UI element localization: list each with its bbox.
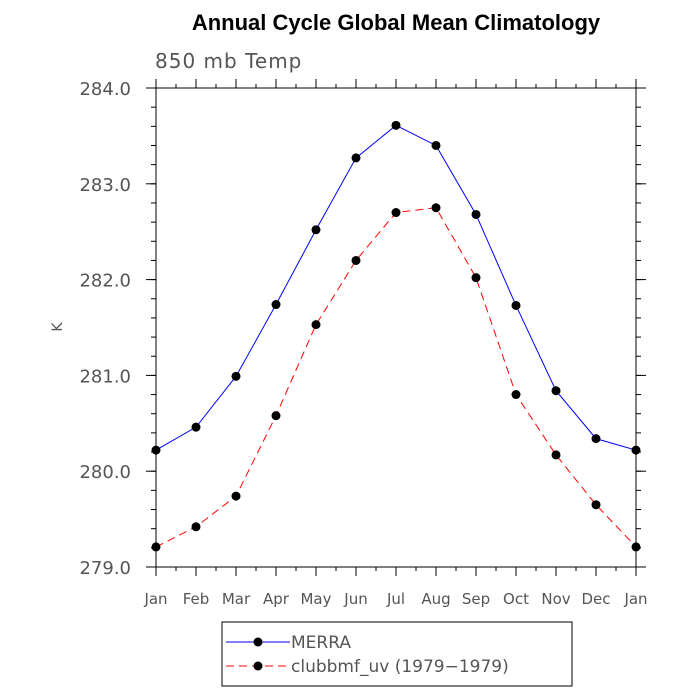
data-point xyxy=(551,450,561,460)
data-point xyxy=(271,411,281,421)
x-tick-label: Jan xyxy=(623,590,647,608)
data-point xyxy=(311,320,321,330)
legend-marker xyxy=(253,637,263,647)
y-tick-label: 283.0 xyxy=(79,175,131,196)
plot-frame xyxy=(155,87,637,568)
chart-subtitle: 850 mb Temp xyxy=(155,49,302,73)
x-tick-label: Sep xyxy=(462,590,490,608)
legend-box xyxy=(221,621,573,687)
x-tick-label: Oct xyxy=(503,590,529,608)
data-point xyxy=(151,445,161,455)
y-tick-label: 284.0 xyxy=(79,79,131,100)
series-line xyxy=(155,124,637,451)
x-tick-label: Mar xyxy=(222,590,251,608)
data-point xyxy=(191,522,201,532)
x-tick-label: Dec xyxy=(581,590,610,608)
data-point xyxy=(551,386,561,396)
data-point xyxy=(351,153,361,163)
x-tick-label: Nov xyxy=(541,590,570,608)
x-tick-label: May xyxy=(300,590,331,608)
data-point xyxy=(511,390,521,400)
legend-marker xyxy=(253,661,263,671)
series-line xyxy=(155,207,637,548)
data-point xyxy=(271,300,281,310)
data-point xyxy=(431,140,441,150)
legend-label: clubbmf_uv (1979−1979) xyxy=(291,657,509,677)
data-point xyxy=(471,209,481,219)
x-tick-label: Jul xyxy=(386,590,405,608)
data-point xyxy=(391,120,401,130)
data-point xyxy=(591,434,601,444)
y-tick-label: 282.0 xyxy=(79,271,131,292)
data-point xyxy=(431,203,441,213)
axes: Jan Feb Mar Apr May Jun Jul Aug Sep Oct Nov Dec Jan 2… xyxy=(79,79,648,608)
x-tick-label: Jun xyxy=(343,590,367,608)
x-tick-label: Apr xyxy=(263,590,290,608)
legend-label: MERRA xyxy=(291,633,351,653)
data-point xyxy=(311,225,321,235)
series-0 xyxy=(151,120,641,455)
y-tick-label: 281.0 xyxy=(79,366,131,387)
data-point xyxy=(231,371,241,381)
data-point xyxy=(631,542,641,552)
data-point xyxy=(351,255,361,265)
x-tick-label: Feb xyxy=(183,590,210,608)
series-layer xyxy=(151,120,641,552)
x-tick-label: Jan xyxy=(143,590,167,608)
data-point xyxy=(631,445,641,455)
data-point xyxy=(591,500,601,510)
series-1 xyxy=(151,203,641,552)
chart-title: Annual Cycle Global Mean Climatology xyxy=(192,10,601,35)
data-point xyxy=(391,208,401,218)
data-point xyxy=(231,491,241,501)
legend-entry: clubbmf_uv (1979−1979) xyxy=(226,657,509,677)
data-point xyxy=(151,542,161,552)
data-point xyxy=(471,273,481,283)
y-tick-label: 279.0 xyxy=(79,558,131,579)
data-point xyxy=(511,300,521,310)
y-tick-label: 280.0 xyxy=(79,462,131,483)
x-tick-label: Aug xyxy=(421,590,450,608)
data-point xyxy=(191,422,201,432)
y-axis-label: K xyxy=(50,322,66,332)
legend-entry: MERRA xyxy=(226,633,351,653)
legend: MERRA clubbmf_uv (1979−1979) xyxy=(221,621,573,687)
